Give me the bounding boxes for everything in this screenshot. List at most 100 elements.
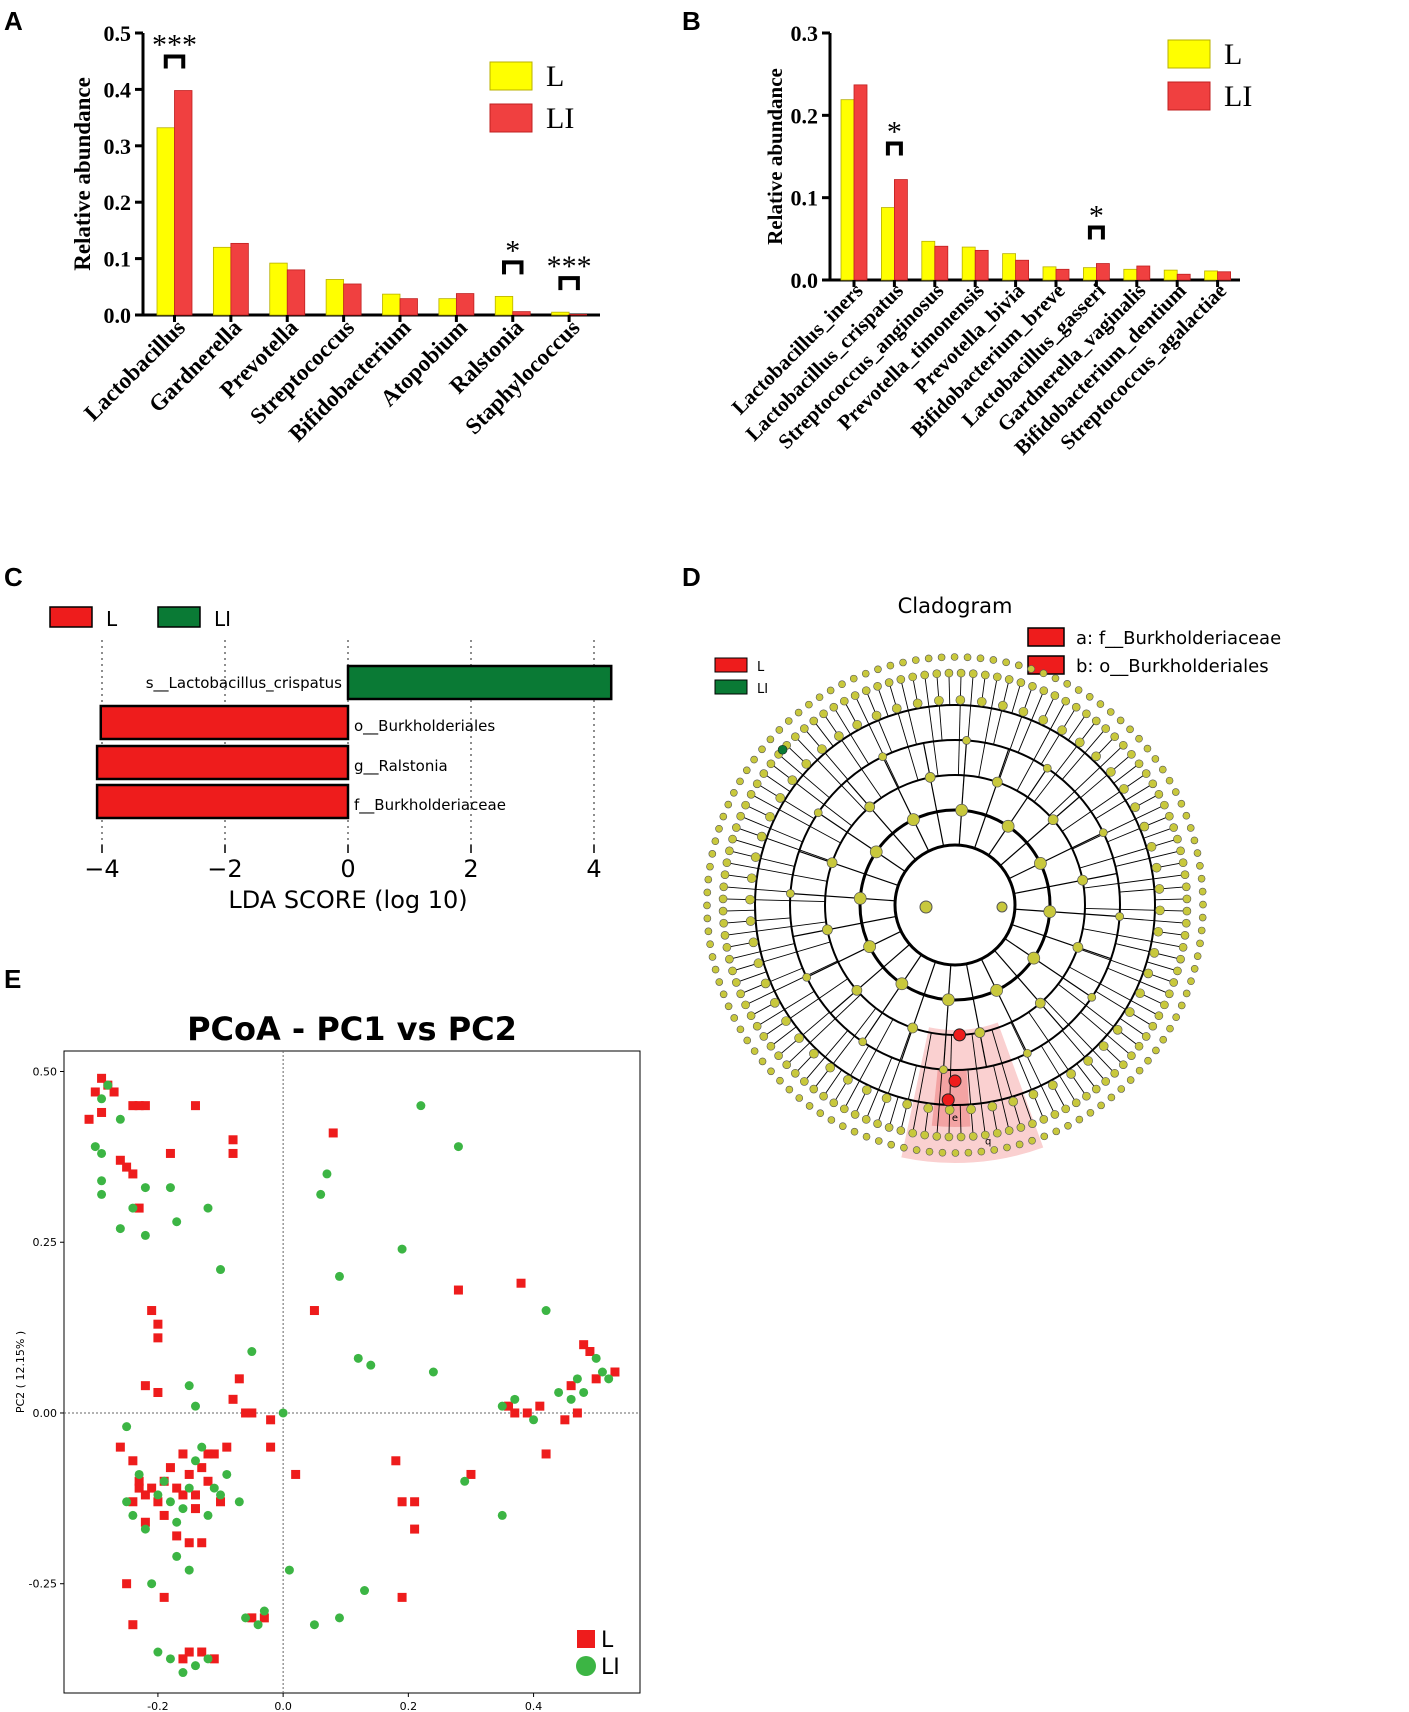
cladogram-branch — [1008, 832, 1104, 880]
scatter-point-LI — [172, 1217, 182, 1227]
cladogram-node — [934, 695, 944, 706]
scatter-point-LI — [172, 1551, 182, 1561]
legend-swatch-LI — [1167, 81, 1211, 111]
cladogram-node — [781, 1016, 791, 1026]
bar-LI-Prevotella_bivia — [1015, 259, 1030, 281]
cladogram-leaf-node — [932, 669, 942, 679]
cladogram-branch — [957, 673, 962, 776]
bar-LI-Prevotella — [286, 269, 306, 316]
chart-d-cladogram: Cladogram a: f__Burkholderiaceae b: o__Bur… — [703, 594, 1281, 1163]
cladogram-leaf-node — [1051, 674, 1060, 683]
cladogram-branch — [729, 943, 795, 960]
cladogram-leaf-node — [850, 691, 860, 700]
scatter-point-L — [122, 1579, 132, 1589]
scatter-point-LI — [90, 1142, 100, 1152]
cladogram-branch — [833, 1045, 870, 1104]
cladogram-leaf-node — [706, 862, 714, 871]
cladogram-branch — [936, 1069, 943, 1137]
scatter-point-L — [228, 1148, 238, 1158]
scatter-point-LI — [366, 1360, 376, 1370]
cladogram-leaf-node — [861, 686, 871, 695]
cladogram-leaf-node — [743, 1036, 752, 1045]
scatter-point-L — [134, 1476, 144, 1486]
cladogram-branch — [723, 909, 756, 912]
cladogram-leaf-node — [1173, 834, 1182, 844]
cladogram-leaf-node — [1028, 1119, 1037, 1128]
cladogram-leaf-node — [1091, 716, 1101, 726]
scatter-point-LI — [165, 1183, 175, 1193]
cladogram-node — [912, 698, 923, 709]
cladogram-leaf-node — [908, 1128, 918, 1138]
cladogram-li-node — [777, 744, 788, 755]
scatter-point-L — [184, 1538, 194, 1548]
cladogram-leaf-node — [956, 1132, 966, 1142]
scatter-point-LI — [165, 1497, 175, 1507]
plot-frame — [63, 1050, 641, 1694]
cladogram-leaf-node — [1148, 779, 1158, 789]
cladogram-leaf-node — [1182, 906, 1192, 916]
cladogram-leaf-node — [829, 702, 839, 712]
scatter-point-LI — [541, 1306, 551, 1316]
significance-label: * — [505, 234, 520, 267]
cladogram-branch — [912, 1032, 932, 1134]
y-tick-label: 0.1 — [104, 247, 132, 272]
scatter-point-LI — [554, 1387, 564, 1397]
scatter-point-LI — [190, 1456, 200, 1466]
cladogram-branch — [1057, 983, 1140, 1047]
cladogram-leaf-node — [1052, 1127, 1061, 1136]
cladogram-node — [939, 1065, 948, 1074]
cladogram-leaf-node — [1160, 800, 1169, 810]
scatter-point-LI — [416, 1101, 426, 1111]
cladogram-leaf-node — [1165, 811, 1174, 821]
y-tick-label: 0.1 — [791, 186, 819, 211]
scatter-point-L — [165, 1148, 175, 1158]
cladogram-leaf-node — [992, 672, 1002, 682]
cladogram-leaf-node — [1097, 1101, 1105, 1110]
cladogram-leaf-node — [1152, 1046, 1160, 1055]
scatter-point-L — [247, 1613, 257, 1623]
cladogram-branch — [1119, 917, 1187, 924]
cladogram-node — [1098, 1041, 1109, 1051]
bar-LI-Gardnerella_vaginalis — [1136, 265, 1151, 281]
cladogram-highlight-node — [941, 1093, 955, 1107]
cladogram-node — [919, 900, 933, 914]
scatter-point-LI — [309, 1620, 319, 1630]
cladogram-branch — [1154, 898, 1187, 901]
cladogram-branch — [1017, 690, 1045, 753]
cladogram-leaf-node — [741, 800, 750, 810]
cladogram-node — [1034, 857, 1047, 870]
cladogram-leaf-node — [711, 965, 720, 974]
scatter-point-L — [134, 1203, 144, 1213]
cladogram-leaf-node — [1154, 1011, 1164, 1021]
scatter-point-LI — [284, 1565, 294, 1575]
cladogram-leaf-node — [1027, 665, 1036, 673]
scatter-point-L — [516, 1278, 526, 1288]
cladogram-key-label: a: f__Burkholderiaceae — [1076, 628, 1281, 649]
cladogram-node — [817, 744, 827, 754]
cladogram-leaf-node — [899, 658, 907, 667]
scatter-point-L — [585, 1347, 595, 1357]
scatter-point-LI — [97, 1094, 107, 1104]
cladogram-branch — [948, 1034, 953, 1137]
cladogram-leaf-node — [1134, 1041, 1144, 1051]
scatter-point-LI — [241, 1613, 251, 1623]
cladogram-leaf-node — [1182, 811, 1191, 820]
cladogram-node — [1143, 968, 1154, 979]
cladogram-ring — [893, 843, 1017, 967]
cladogram-node — [1072, 941, 1084, 953]
scatter-point-L — [128, 1456, 138, 1466]
cladogram-leaf-node — [782, 1060, 792, 1069]
cladogram-branch — [993, 949, 1064, 1030]
y-tick-label: 0.2 — [791, 103, 819, 128]
cladogram-node — [962, 736, 971, 745]
bar-LI-Prevotella_timonensis — [974, 249, 989, 281]
cladogram-leaf-node — [728, 966, 737, 976]
cladogram-key-swatch — [1027, 627, 1065, 647]
cladogram-node — [787, 775, 798, 786]
legend-swatch-L — [577, 1630, 595, 1648]
x-tick-label: −4 — [84, 855, 119, 883]
bar-LI-Bifidobacterium_breve — [1055, 268, 1070, 281]
cladogram-leaf-node — [736, 1025, 745, 1034]
cladogram-branch — [1080, 1011, 1132, 1057]
cladogram-leaf-node — [766, 735, 775, 744]
